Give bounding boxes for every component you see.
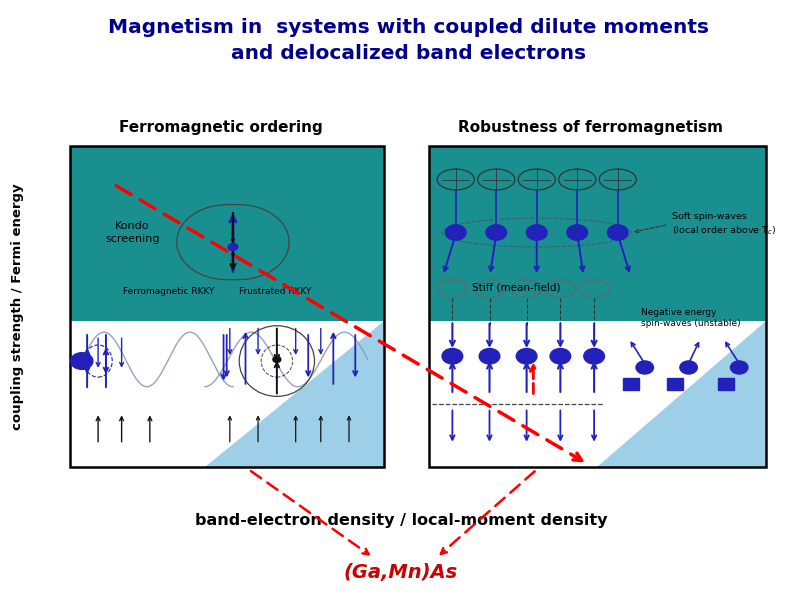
Circle shape — [480, 349, 500, 364]
Text: Ferromagnetic ordering: Ferromagnetic ordering — [118, 120, 322, 135]
Text: Negative energy
spin-waves (unstable): Negative energy spin-waves (unstable) — [642, 308, 741, 328]
Circle shape — [442, 349, 463, 364]
Circle shape — [445, 225, 466, 240]
Circle shape — [730, 361, 748, 374]
Text: Stiff (mean-field): Stiff (mean-field) — [472, 282, 561, 292]
Bar — [429, 146, 766, 467]
Text: Robustness of ferromagnetism: Robustness of ferromagnetism — [458, 120, 723, 135]
Bar — [70, 146, 384, 467]
Text: Soft spin-waves
(local order above T$_c$): Soft spin-waves (local order above T$_c$… — [672, 212, 776, 237]
Bar — [429, 146, 766, 467]
Bar — [623, 378, 639, 390]
Polygon shape — [205, 321, 384, 467]
Circle shape — [636, 361, 653, 374]
Circle shape — [550, 349, 571, 364]
Text: Magnetism in  systems with coupled dilute moments
and delocalized band electrons: Magnetism in systems with coupled dilute… — [109, 18, 709, 63]
Bar — [70, 146, 384, 321]
Polygon shape — [597, 321, 766, 467]
Circle shape — [273, 356, 281, 362]
Text: band-electron density / local-moment density: band-electron density / local-moment den… — [195, 513, 607, 528]
Circle shape — [567, 225, 588, 240]
Circle shape — [607, 225, 628, 240]
Bar — [429, 146, 766, 321]
Text: Ferromagnetic RKKY: Ferromagnetic RKKY — [123, 287, 214, 296]
Circle shape — [584, 349, 604, 364]
Text: (Ga,Mn)As: (Ga,Mn)As — [344, 563, 458, 582]
Bar — [667, 378, 683, 390]
Bar — [70, 146, 384, 467]
Text: Frustrated RKKY: Frustrated RKKY — [239, 287, 311, 296]
Text: coupling strength / Fermi energy: coupling strength / Fermi energy — [11, 183, 24, 430]
Circle shape — [680, 361, 697, 374]
Circle shape — [526, 225, 547, 240]
Circle shape — [71, 353, 93, 369]
Circle shape — [228, 243, 237, 250]
Bar — [718, 378, 734, 390]
Circle shape — [516, 349, 537, 364]
Text: Kondo
screening: Kondo screening — [106, 221, 160, 244]
Circle shape — [486, 225, 507, 240]
